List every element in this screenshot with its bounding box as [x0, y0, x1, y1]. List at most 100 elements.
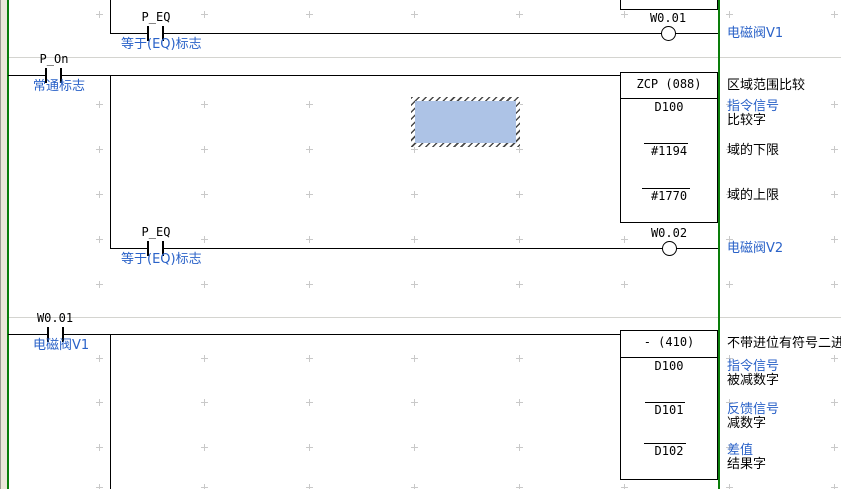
operand-comment: 域的上限 [727, 188, 780, 203]
grid-cross [96, 399, 103, 406]
wire-horizontal [8, 75, 621, 76]
operand-separator [645, 402, 685, 403]
operand-value[interactable]: D102 [654, 444, 684, 458]
contact-comment: 常通标志 [33, 79, 86, 94]
grid-cross [831, 484, 838, 489]
instruction-comment: 区域范围比较 [727, 78, 806, 93]
grid-cross [411, 484, 418, 489]
grid-cross [726, 101, 733, 108]
instruction-block-SUB[interactable] [620, 330, 718, 480]
grid-cross [516, 236, 523, 243]
grid-cross [201, 146, 208, 153]
operand-comment: 减数字 [727, 416, 767, 431]
grid-cross [831, 399, 838, 406]
contact-W0.01[interactable] [47, 327, 64, 342]
grid-cross [831, 191, 838, 198]
grid-cross [306, 191, 313, 198]
grid-cross [621, 11, 628, 18]
contact-P_EQ[interactable] [147, 26, 164, 41]
operand-comment: 域的下限 [727, 143, 780, 158]
grid-cross [96, 484, 103, 489]
grid-cross [831, 444, 838, 451]
instruction-block-partial[interactable] [620, 0, 718, 10]
grid-cross [306, 281, 313, 288]
block-divider [621, 98, 717, 99]
grid-cross [96, 101, 103, 108]
grid-cross [516, 444, 523, 451]
operand-value[interactable]: #1194 [650, 144, 688, 158]
rung-separator [0, 317, 841, 318]
coil-W0.02[interactable] [662, 241, 677, 256]
instruction-comment: 不带进位有符号二进制 [727, 336, 841, 351]
contact-comment: 电磁阀V1 [33, 338, 90, 353]
grid-cross [201, 281, 208, 288]
grid-cross [411, 146, 418, 153]
grid-cross [411, 281, 418, 288]
coil-W0.01[interactable] [661, 26, 676, 41]
grid-cross [201, 191, 208, 198]
grid-cross [411, 355, 418, 362]
grid-cross [726, 11, 733, 18]
grid-cross [726, 484, 733, 489]
operand-comment: 指令信号 [727, 359, 780, 374]
grid-cross [306, 236, 313, 243]
grid-cross [96, 355, 103, 362]
operand-separator [644, 143, 688, 144]
operand-value[interactable]: D100 [654, 359, 684, 373]
wire-horizontal [110, 248, 718, 249]
grid-cross [306, 146, 313, 153]
grid-cross [96, 191, 103, 198]
grid-cross [96, 146, 103, 153]
operand-comment: 反馈信号 [727, 402, 780, 417]
grid-cross [411, 236, 418, 243]
grid-cross [516, 191, 523, 198]
grid-cross [201, 444, 208, 451]
instruction-block-ZCP[interactable] [620, 72, 718, 223]
grid-cross [726, 281, 733, 288]
contact-P_On[interactable] [45, 68, 62, 83]
operand-comment: 结果字 [727, 457, 767, 472]
grid-cross [96, 11, 103, 18]
operand-value[interactable]: D100 [654, 100, 684, 114]
operand-separator [642, 188, 690, 189]
grid-cross [201, 399, 208, 406]
grid-cross [621, 281, 628, 288]
grid-cross [516, 355, 523, 362]
grid-cross [621, 484, 628, 489]
contact-P_EQ[interactable] [147, 241, 164, 256]
coil-comment: 电磁阀V1 [727, 26, 784, 41]
grid-cross [621, 236, 628, 243]
grid-cross [831, 355, 838, 362]
contact-label: P_EQ [141, 10, 171, 24]
grid-cross [726, 355, 733, 362]
grid-cross [306, 484, 313, 489]
grid-cross [201, 484, 208, 489]
grid-cross [201, 11, 208, 18]
grid-cross [831, 236, 838, 243]
selection-rectangle[interactable] [411, 97, 520, 147]
grid-cross [411, 191, 418, 198]
contact-label: W0.01 [36, 311, 74, 325]
contact-label: P_EQ [141, 225, 171, 239]
grid-cross [516, 399, 523, 406]
grid-cross [96, 281, 103, 288]
right-bus-bar [718, 0, 720, 489]
operand-comment: 指令信号 [727, 99, 780, 114]
contact-comment: 等于(EQ)标志 [121, 252, 202, 267]
contact-comment: 等于(EQ)标志 [121, 37, 202, 52]
coil-comment: 电磁阀V2 [727, 241, 784, 256]
grid-cross [411, 444, 418, 451]
grid-cross [306, 11, 313, 18]
grid-cross [306, 444, 313, 451]
grid-cross [411, 11, 418, 18]
grid-cross [306, 355, 313, 362]
operand-value[interactable]: D101 [654, 403, 684, 417]
grid-cross [726, 399, 733, 406]
grid-cross [201, 101, 208, 108]
grid-cross [411, 399, 418, 406]
coil-label: W0.02 [650, 226, 688, 240]
grid-cross [201, 236, 208, 243]
instruction-mnemonic: - (410) [643, 335, 695, 349]
operand-value[interactable]: #1770 [650, 189, 688, 203]
